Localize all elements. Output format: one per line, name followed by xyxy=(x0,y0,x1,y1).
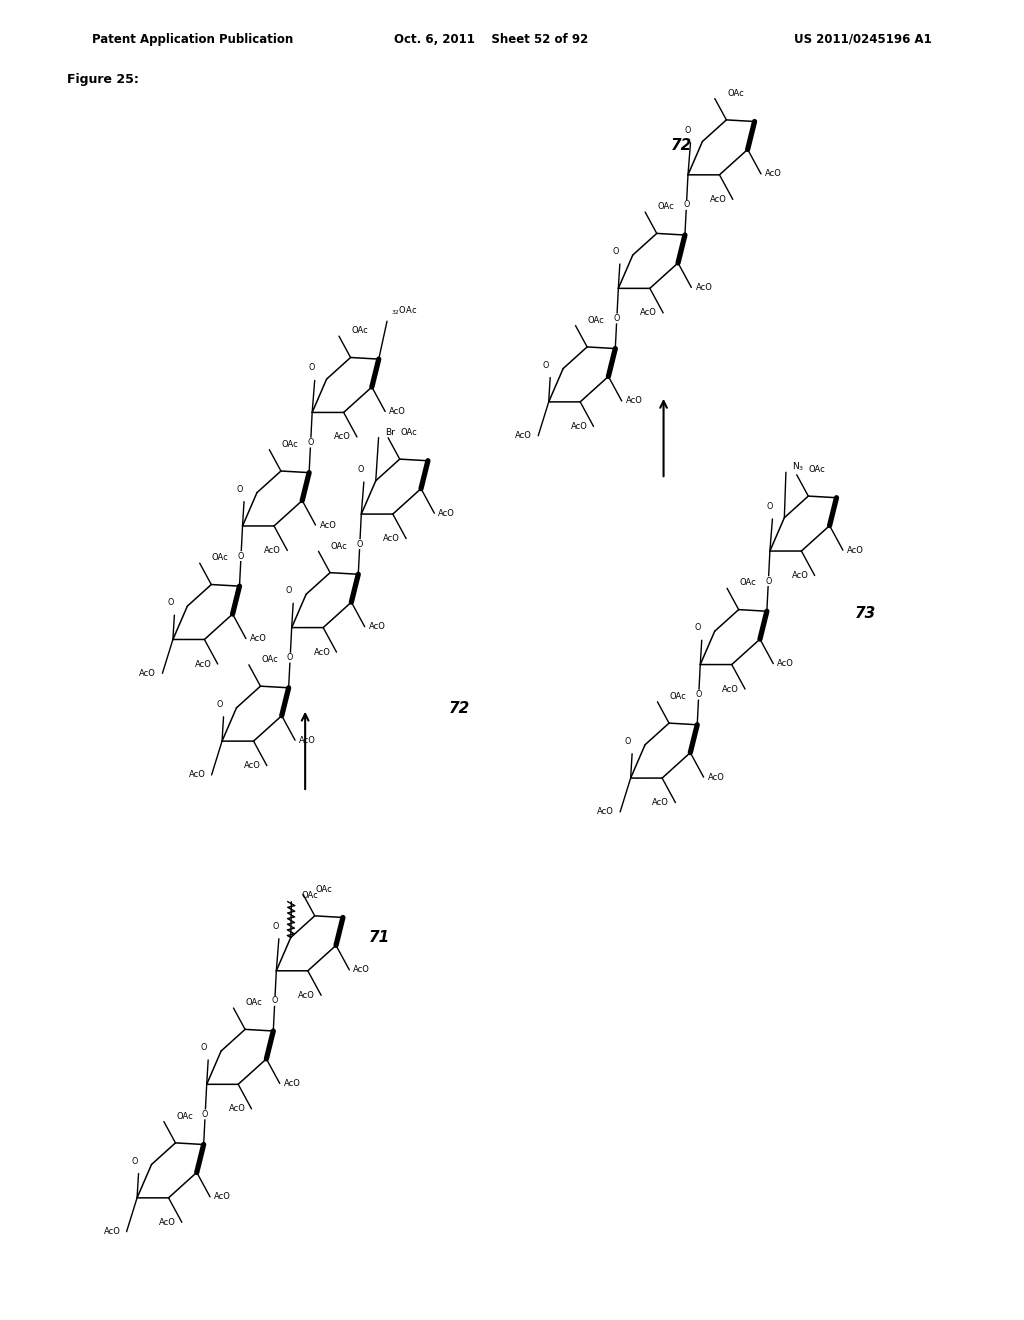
Text: O: O xyxy=(694,623,700,632)
Text: AcO: AcO xyxy=(695,282,713,292)
Text: AcO: AcO xyxy=(244,762,261,770)
Text: AcO: AcO xyxy=(597,808,614,817)
Text: OAc: OAc xyxy=(315,884,332,894)
Text: OAc: OAc xyxy=(212,553,228,562)
Text: AcO: AcO xyxy=(652,799,670,807)
Text: AcO: AcO xyxy=(264,546,282,554)
Text: $_{32}$OAc: $_{32}$OAc xyxy=(391,305,418,317)
Text: AcO: AcO xyxy=(570,422,588,430)
Text: O: O xyxy=(613,314,620,323)
Text: O: O xyxy=(201,1043,207,1052)
Text: O: O xyxy=(695,690,701,700)
Text: 71: 71 xyxy=(369,929,390,945)
Text: AcO: AcO xyxy=(438,508,456,517)
Text: AcO: AcO xyxy=(188,771,206,780)
Text: AcO: AcO xyxy=(777,659,795,668)
Text: Figure 25:: Figure 25: xyxy=(67,73,138,86)
Text: OAc: OAc xyxy=(588,315,604,325)
Text: OAc: OAc xyxy=(246,998,262,1007)
Text: 73: 73 xyxy=(855,606,877,622)
Text: AcO: AcO xyxy=(353,965,371,974)
Text: OAc: OAc xyxy=(670,692,686,701)
Text: US 2011/0245196 A1: US 2011/0245196 A1 xyxy=(794,33,932,46)
Text: AcO: AcO xyxy=(313,648,331,656)
Text: O: O xyxy=(131,1156,137,1166)
Text: Oct. 6, 2011    Sheet 52 of 92: Oct. 6, 2011 Sheet 52 of 92 xyxy=(394,33,589,46)
Text: OAc: OAc xyxy=(727,88,743,98)
Text: AcO: AcO xyxy=(847,545,864,554)
Text: OAc: OAc xyxy=(400,428,417,437)
Text: 72: 72 xyxy=(671,137,692,153)
Text: O: O xyxy=(286,586,292,595)
Text: AcO: AcO xyxy=(139,669,157,678)
Text: OAc: OAc xyxy=(261,655,278,664)
Text: O: O xyxy=(357,465,364,474)
Text: OAc: OAc xyxy=(809,465,825,474)
Text: O: O xyxy=(216,700,222,709)
Text: Br: Br xyxy=(385,428,394,437)
Text: AcO: AcO xyxy=(515,432,532,441)
Text: O: O xyxy=(167,598,173,607)
Text: AcO: AcO xyxy=(319,520,337,529)
Text: AcO: AcO xyxy=(334,433,351,441)
Text: AcO: AcO xyxy=(640,309,657,317)
Text: AcO: AcO xyxy=(284,1078,301,1088)
Text: O: O xyxy=(625,737,631,746)
Text: AcO: AcO xyxy=(250,634,267,643)
Text: OAc: OAc xyxy=(331,541,347,550)
Text: AcO: AcO xyxy=(103,1228,121,1237)
Text: OAc: OAc xyxy=(176,1111,193,1121)
Text: OAc: OAc xyxy=(657,202,674,211)
Text: O: O xyxy=(612,247,618,256)
Text: AcO: AcO xyxy=(214,1192,231,1201)
Text: AcO: AcO xyxy=(765,169,782,178)
Text: O: O xyxy=(356,540,362,549)
Text: O: O xyxy=(684,125,690,135)
Text: AcO: AcO xyxy=(389,407,407,416)
Text: O: O xyxy=(765,577,771,586)
Text: O: O xyxy=(308,363,314,372)
Text: O: O xyxy=(271,997,278,1006)
Text: OAc: OAc xyxy=(282,440,298,449)
Text: O: O xyxy=(272,921,279,931)
Text: O: O xyxy=(683,201,689,210)
Text: O: O xyxy=(237,484,243,494)
Text: AcO: AcO xyxy=(369,622,386,631)
Text: O: O xyxy=(307,438,313,447)
Text: AcO: AcO xyxy=(383,535,400,543)
Text: O: O xyxy=(287,653,293,663)
Text: O: O xyxy=(238,552,244,561)
Text: 72: 72 xyxy=(449,701,470,717)
Text: OAc: OAc xyxy=(302,891,318,900)
Text: AcO: AcO xyxy=(299,735,316,744)
Text: N$_3$: N$_3$ xyxy=(792,461,805,474)
Text: O: O xyxy=(202,1110,208,1119)
Text: O: O xyxy=(766,502,772,511)
Text: AcO: AcO xyxy=(710,195,727,203)
Text: AcO: AcO xyxy=(159,1218,176,1226)
Text: AcO: AcO xyxy=(792,572,809,579)
Text: OAc: OAc xyxy=(351,326,368,335)
Text: AcO: AcO xyxy=(228,1105,246,1113)
Text: AcO: AcO xyxy=(722,685,739,693)
Text: AcO: AcO xyxy=(298,991,315,999)
Text: OAc: OAc xyxy=(739,578,756,587)
Text: AcO: AcO xyxy=(195,660,212,668)
Text: AcO: AcO xyxy=(708,772,725,781)
Text: O: O xyxy=(543,360,549,370)
Text: AcO: AcO xyxy=(626,396,643,405)
Text: Patent Application Publication: Patent Application Publication xyxy=(92,33,294,46)
